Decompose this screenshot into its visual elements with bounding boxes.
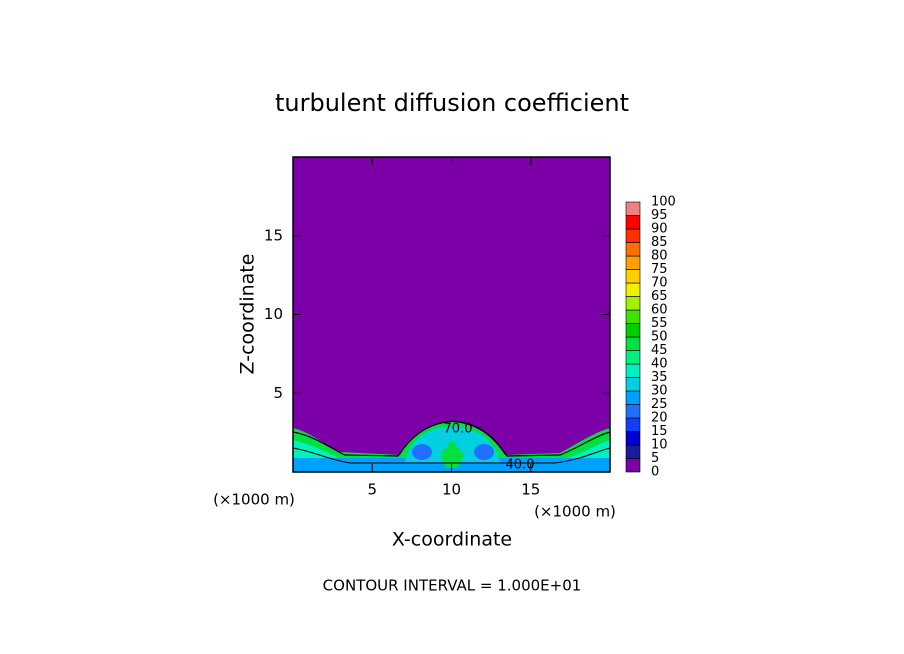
colorbar-band xyxy=(625,336,641,351)
footer: CONTOUR INTERVAL = 1.000E+01 xyxy=(323,577,582,595)
contour-line xyxy=(293,420,610,457)
colorbar-label: 10 xyxy=(651,438,668,453)
x-axis-label: X-coordinate xyxy=(392,529,512,551)
contour-label: 40.0 xyxy=(506,458,535,473)
colorbar-label: 5 xyxy=(651,451,659,466)
colorbar-band xyxy=(625,201,641,216)
field-background xyxy=(293,157,610,472)
colorbar-band xyxy=(625,444,641,459)
y-tick-label: 10 xyxy=(264,305,283,323)
colorbar-label: 95 xyxy=(651,208,668,223)
field-band xyxy=(412,444,432,460)
colorbar-label: 15 xyxy=(651,424,668,439)
colorbar-label: 35 xyxy=(651,370,668,385)
colorbar-band xyxy=(625,363,641,378)
colorbar-label: 90 xyxy=(651,222,668,237)
colorbar-label: 25 xyxy=(651,397,668,412)
colorbar-band xyxy=(625,431,641,446)
colorbar-label: 55 xyxy=(651,316,668,331)
colorbar-band xyxy=(625,417,641,432)
colorbar-label: 20 xyxy=(651,411,668,426)
colorbar-label: 60 xyxy=(651,303,668,318)
colorbar-band xyxy=(625,242,641,257)
y-tick-label: 5 xyxy=(273,384,283,402)
x-tick-label: 5 xyxy=(367,481,377,499)
colorbar-band xyxy=(625,255,641,270)
colorbar-label: 70 xyxy=(651,276,668,291)
field-band xyxy=(440,440,464,468)
colorbar-label: 80 xyxy=(651,249,668,264)
x-unit: (×1000 m) xyxy=(534,503,616,521)
colorbar-band xyxy=(625,269,641,284)
colorbar-label: 85 xyxy=(651,235,668,250)
colorbar-band xyxy=(625,323,641,338)
colorbar-label: 65 xyxy=(651,289,668,304)
colorbar-band xyxy=(625,296,641,311)
colorbar-label: 45 xyxy=(651,343,668,358)
colorbar-band xyxy=(625,282,641,297)
colorbar-band xyxy=(625,350,641,365)
colorbar-band xyxy=(625,309,641,324)
colorbar-band xyxy=(625,404,641,419)
colorbar-band xyxy=(625,390,641,405)
x-tick-label: 15 xyxy=(521,481,540,499)
colorbar-label: 50 xyxy=(651,330,668,345)
colorbar-band xyxy=(625,458,641,473)
x-tick-label: 10 xyxy=(442,481,461,499)
field-band xyxy=(474,444,494,460)
colorbar-label: 40 xyxy=(651,357,668,372)
contour-line xyxy=(293,447,610,464)
y-unit: (×1000 m) xyxy=(213,491,295,509)
y-tick-label: 15 xyxy=(264,226,283,244)
contour-label: 70.0 xyxy=(444,422,473,437)
chart-title: turbulent diffusion coefficient xyxy=(275,89,629,117)
colorbar-band xyxy=(625,228,641,243)
colorbar-label: 30 xyxy=(651,384,668,399)
colorbar-band xyxy=(625,215,641,230)
colorbar-band xyxy=(625,377,641,392)
colorbar-label: 75 xyxy=(651,262,668,277)
colorbar-label: 0 xyxy=(651,465,659,480)
y-axis-label: Z-coordinate xyxy=(237,254,259,375)
colorbar-label: 100 xyxy=(651,195,676,210)
